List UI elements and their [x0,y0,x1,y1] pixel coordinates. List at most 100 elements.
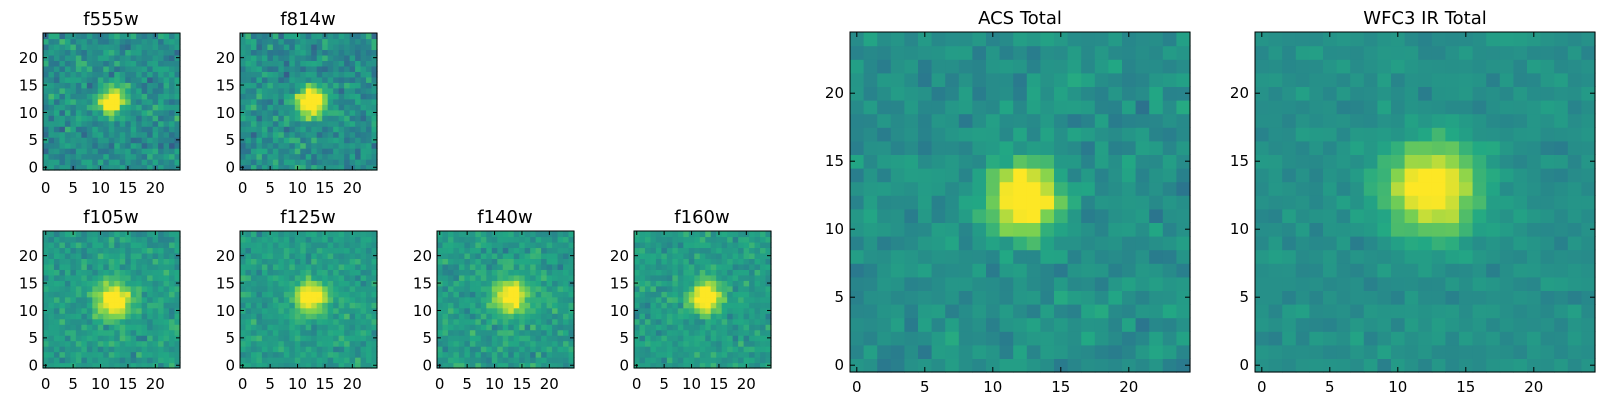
heatmap-cell [1527,222,1542,237]
heatmap-cell [502,241,509,249]
heatmap-cell [349,115,356,122]
heatmap-cell [125,351,132,358]
heatmap-cell [53,236,61,243]
heatmap-cell [59,109,66,116]
heatmap-cell [360,159,367,166]
heatmap-cell [447,269,455,276]
heatmap-cell [174,98,181,105]
heatmap-cell [1445,358,1460,373]
heatmap-cell [850,127,865,142]
heatmap-cell [497,296,504,303]
heatmap-cell [1459,290,1474,305]
heatmap-cell [972,276,987,291]
heatmap-cell [1499,208,1514,223]
heatmap-cell [672,291,679,298]
heatmap-cell [1295,168,1310,183]
heatmap-cell [114,43,121,51]
heatmap-cell [1486,181,1501,196]
heatmap-cell [103,60,110,67]
heatmap-cell [81,120,88,127]
heatmap-cell [1391,195,1406,210]
heatmap-cell [289,280,296,287]
heatmap-cell [130,159,137,166]
heatmap-cell [464,340,471,347]
heatmap-cell [174,357,181,364]
heatmap-cell [458,231,465,238]
heatmap-cell [721,247,728,254]
heatmap-cell [344,231,351,238]
heatmap-cell [655,357,662,364]
panel-title: f814w [280,9,335,30]
heatmap-cell [272,153,279,160]
heatmap-cell [1122,195,1137,210]
heatmap-cell [169,148,176,155]
heatmap-cell [81,258,88,265]
heatmap-cell [97,274,104,281]
heatmap-cell [300,33,307,40]
heatmap-cell [125,93,132,100]
heatmap-cell [557,285,564,292]
heatmap-cell [666,329,673,336]
heatmap-cell [683,324,690,331]
heatmap-cell [1255,154,1270,169]
heatmap-cell [727,296,734,303]
heatmap-cell [502,351,509,358]
heatmap-cell [1431,304,1446,319]
heatmap-cell [355,98,362,105]
heatmap-cell [904,127,919,142]
heatmap-cell [650,340,657,347]
heatmap-cell [64,231,71,238]
heatmap-cell [475,269,482,276]
heatmap-cell [699,346,706,353]
heatmap-cell [333,115,340,122]
heatmap-cell [634,346,641,353]
heatmap-cell [283,131,290,138]
heatmap-cell [272,82,279,89]
heatmap-cell [147,60,154,67]
heatmap-cell [256,120,263,127]
heatmap-cell [986,276,1001,291]
heatmap-cell [371,351,378,358]
heatmap-cell [699,231,706,238]
heatmap-cell [655,269,662,276]
heatmap-cell [360,269,367,276]
heatmap-cell [103,346,110,353]
heatmap-cell [904,181,919,196]
heatmap-cell [294,318,301,325]
heatmap-cell [136,54,143,61]
heatmap-cell [1581,331,1596,346]
heatmap-cell [716,252,723,259]
heatmap-cell [300,159,307,166]
heatmap-cell [250,258,258,265]
heatmap-cell [289,296,296,303]
heatmap-cell [152,49,159,56]
heatmap-cell [97,269,104,276]
heatmap-cell [130,247,137,254]
heatmap-cell [92,131,99,138]
heatmap-cell [765,340,772,347]
heatmap-cell [863,140,878,155]
heatmap-cell [174,247,181,254]
heatmap-cell [743,329,750,336]
heatmap-cell [333,43,340,51]
heatmap-cell [877,304,892,319]
heatmap-cell [442,357,449,364]
heatmap-cell [666,231,673,238]
heatmap-cell [108,159,115,166]
heatmap-cell [75,324,82,331]
heatmap-cell [70,49,77,56]
heatmap-cell [70,357,77,364]
y-tick-label: 15 [825,152,844,170]
heatmap-cell [305,296,312,303]
heatmap-cell [1486,358,1501,373]
heatmap-cell [360,357,367,364]
heatmap-cell [97,302,104,309]
heatmap-cell [289,65,296,72]
heatmap-cell [1094,140,1109,155]
heatmap-cell [344,65,351,72]
heatmap-cell [163,357,170,364]
heatmap-cell [672,362,679,369]
x-tick-label: 0 [41,375,51,393]
heatmap-cell [1377,195,1392,210]
heatmap-cell [294,115,301,122]
